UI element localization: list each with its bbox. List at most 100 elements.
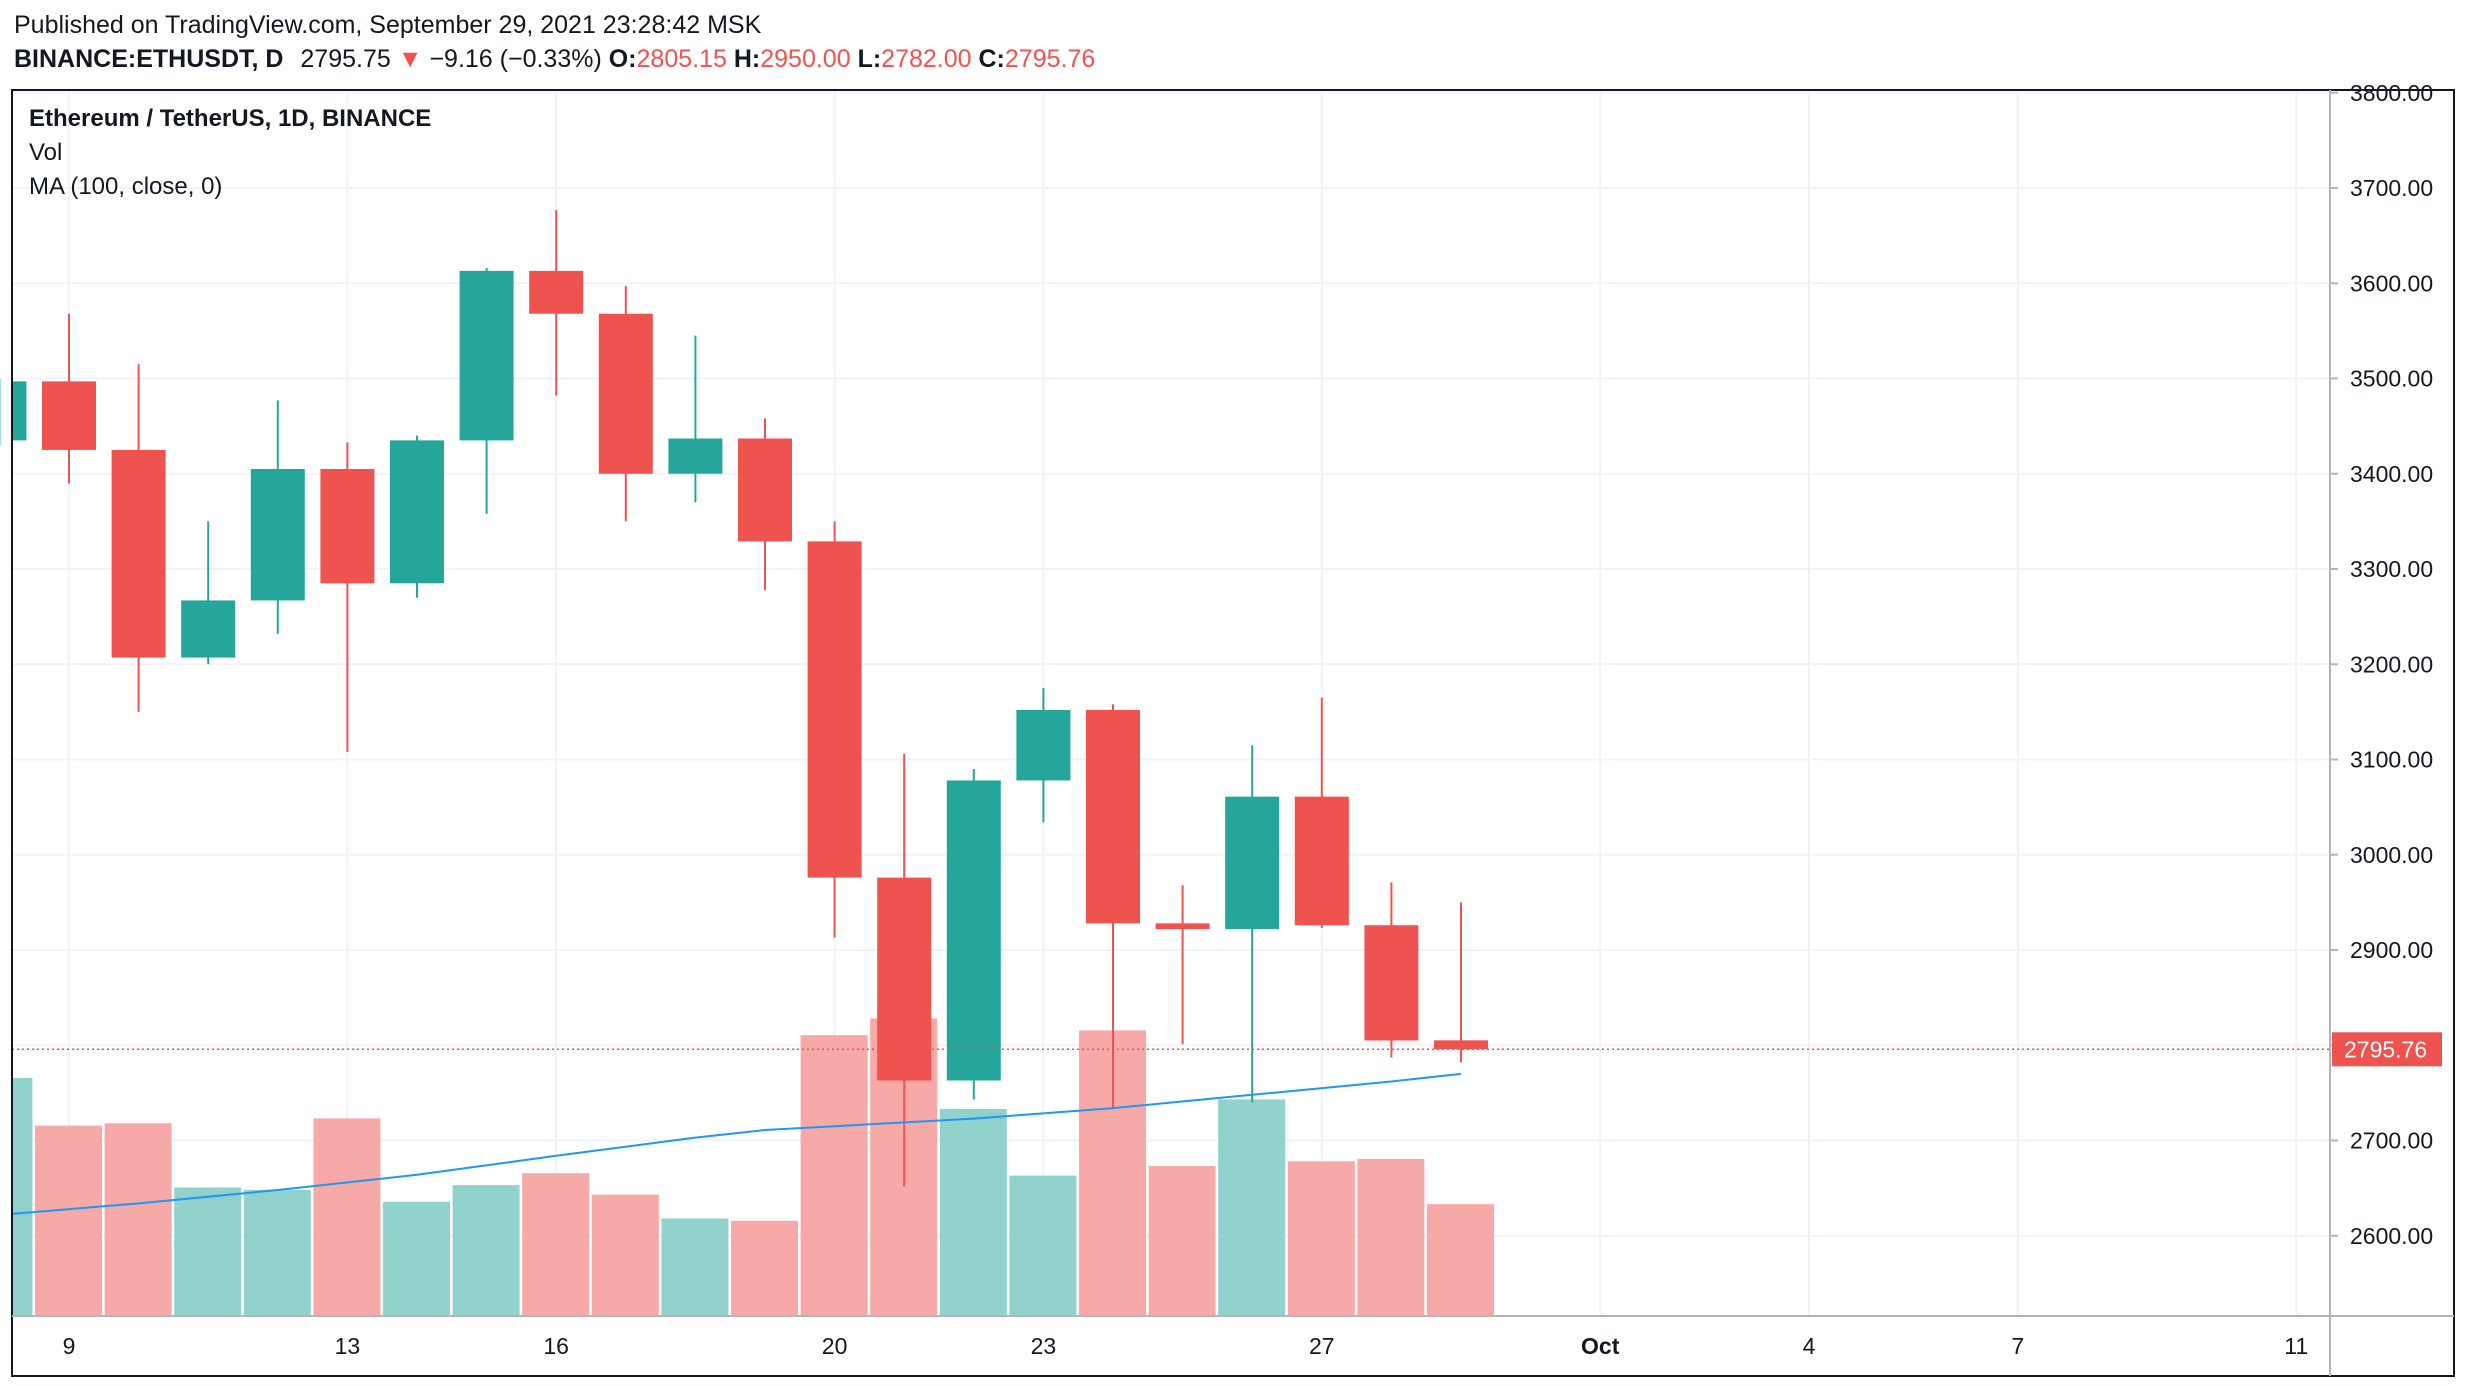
- candle-body: [42, 381, 96, 450]
- candle-body: [668, 438, 723, 474]
- candle: [1016, 688, 1071, 823]
- candle-body: [12, 381, 27, 441]
- candle-body: [250, 468, 305, 601]
- candle: [181, 521, 236, 665]
- price-tick-label: 3100.00: [2350, 747, 2433, 773]
- time-tick-label: 11: [2284, 1333, 2308, 1359]
- legend-title: Ethereum / TetherUS, 1D, BINANCE: [29, 105, 432, 132]
- candle: [877, 753, 932, 1187]
- published-line: Published on TradingView.com, September …: [14, 11, 762, 39]
- candle: [738, 418, 792, 590]
- volume-bar: [800, 1035, 868, 1316]
- volume-bar: [1287, 1161, 1355, 1316]
- candle-body: [946, 780, 1001, 1081]
- price-tick-label: 3600.00: [2350, 270, 2433, 296]
- candle-body: [1434, 1040, 1488, 1050]
- candle: [0, 378, 27, 446]
- close-label: C:: [978, 45, 1005, 73]
- last-price-badge-label: 2795.76: [2344, 1036, 2427, 1062]
- time-tick-label: 9: [63, 1333, 76, 1359]
- volume-bar: [939, 1108, 1007, 1316]
- low-value: 2782.00: [881, 45, 972, 73]
- volume-bar: [1427, 1204, 1494, 1316]
- volume-bar: [243, 1189, 311, 1316]
- price-tick-label: 3500.00: [2350, 366, 2433, 392]
- candle: [1155, 885, 1210, 1045]
- candle: [42, 313, 96, 484]
- candle: [946, 769, 1001, 1100]
- volume-bar: [1357, 1158, 1425, 1316]
- candle: [529, 209, 584, 396]
- candle-body: [529, 270, 584, 314]
- last-price-badge: 2795.76: [2332, 1032, 2442, 1067]
- candle: [320, 442, 375, 752]
- volume-bar: [731, 1220, 798, 1316]
- candles: [0, 209, 1488, 1187]
- candle-body: [877, 877, 932, 1081]
- open-value: 2805.15: [636, 45, 727, 73]
- candle-body: [598, 313, 653, 474]
- candle: [1294, 697, 1349, 929]
- candle-body: [181, 600, 236, 658]
- candle-body: [1364, 925, 1419, 1041]
- candle: [250, 400, 305, 634]
- candle-body: [738, 438, 792, 542]
- candle: [390, 435, 444, 598]
- symbol-label: BINANCE:ETHUSDT, D: [14, 45, 284, 73]
- volume-bar: [522, 1173, 590, 1316]
- open-label: O:: [608, 45, 637, 73]
- volume-bar: [35, 1125, 102, 1316]
- candle-body: [807, 541, 862, 878]
- time-tick-label: 27: [1309, 1333, 1335, 1359]
- legend-volume: Vol: [29, 139, 63, 166]
- volume-bar: [661, 1218, 729, 1316]
- price-tick-label: 3400.00: [2350, 461, 2433, 487]
- last-price-badge-bg: [2332, 1032, 2442, 1067]
- time-axis[interactable]: 9 13 16 20 23 27 Oct 4 7 11: [63, 1333, 2309, 1359]
- time-tick-label: 13: [335, 1333, 361, 1359]
- time-tick-label: 16: [543, 1333, 569, 1359]
- volume-bar: [383, 1201, 450, 1316]
- candle: [668, 335, 723, 503]
- grid: [12, 90, 2330, 1316]
- ma-100-line: [11, 1072, 1462, 1215]
- candle: [111, 364, 166, 712]
- price-tick-label: 3300.00: [2350, 556, 2433, 582]
- volume-bar: [12, 1078, 33, 1316]
- volume-bar: [104, 1123, 172, 1316]
- price-tick-label: 2600.00: [2350, 1223, 2433, 1249]
- price-tick-label: 3000.00: [2350, 842, 2433, 868]
- chart-header: Published on TradingView.com, September …: [14, 8, 1095, 76]
- high-value: 2950.00: [760, 45, 851, 73]
- candle: [459, 268, 514, 514]
- ma-line: [11, 1072, 1462, 1215]
- candle: [1086, 704, 1140, 1108]
- candle: [1364, 882, 1419, 1058]
- price-tick-label: 3700.00: [2350, 175, 2433, 201]
- candle: [1225, 745, 1280, 1103]
- price-tick-label: 3800.00: [2350, 80, 2433, 106]
- time-tick-label: Oct: [1581, 1333, 1620, 1359]
- candle-body: [1155, 923, 1210, 930]
- candle-body: [1086, 709, 1140, 924]
- candle-body: [320, 468, 375, 584]
- time-tick-label: 4: [1803, 1333, 1816, 1359]
- candle-body: [111, 449, 166, 658]
- ohlc-line: BINANCE:ETHUSDT, D 2795.75 ▼ −9.16 (−0.3…: [14, 42, 1095, 76]
- volume-bar: [452, 1185, 520, 1316]
- time-tick-label: 23: [1031, 1333, 1057, 1359]
- close-value: 2795.76: [1004, 45, 1096, 73]
- legend-ma: MA (100, close, 0): [29, 173, 223, 200]
- chart-frame: [11, 89, 2455, 1377]
- down-arrow-icon: ▼: [397, 45, 423, 73]
- time-tick-label: 7: [2011, 1333, 2024, 1359]
- candle: [1434, 902, 1488, 1063]
- candle: [807, 521, 862, 938]
- price-axis[interactable]: 3800.00 3700.00 3600.00 3500.00 3400.00 3300.…: [2330, 80, 2442, 1249]
- price-tick-label: 2700.00: [2350, 1128, 2433, 1154]
- candle-body: [390, 440, 444, 584]
- candle-body: [1294, 796, 1349, 926]
- candle-body: [1225, 796, 1280, 930]
- volume-bars: [12, 1018, 1494, 1316]
